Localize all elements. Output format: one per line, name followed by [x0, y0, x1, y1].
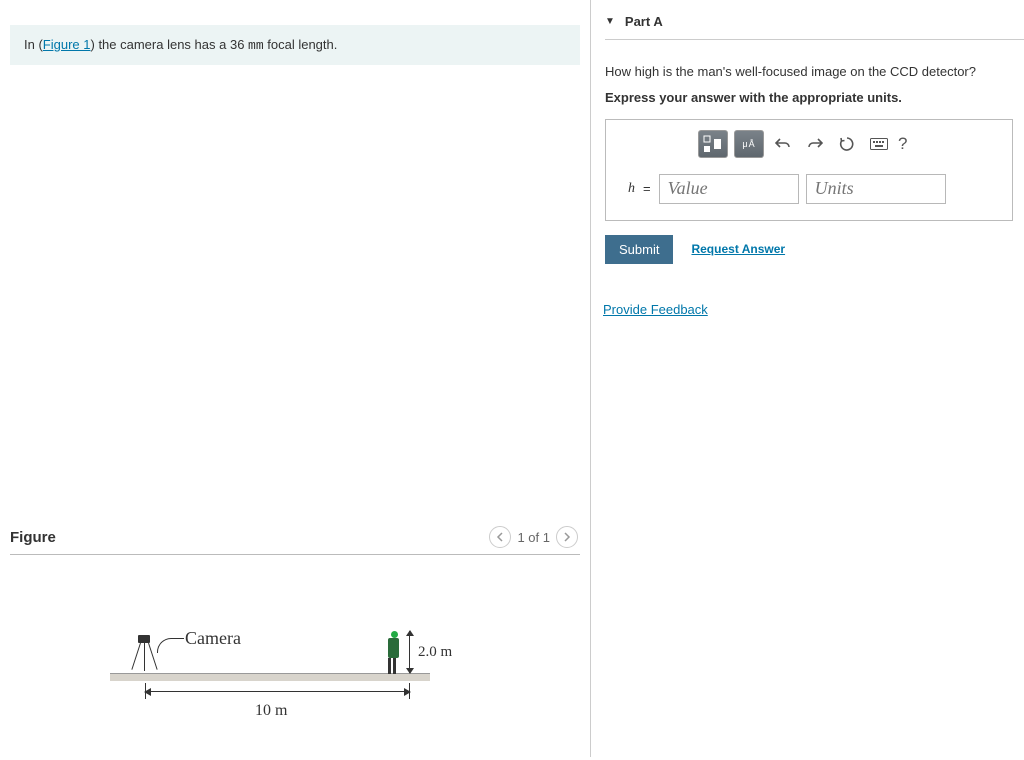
equation-toolbar: μÅ ? [606, 120, 1012, 164]
problem-text-prefix: In ( [24, 37, 43, 52]
answer-box: μÅ ? h = [605, 119, 1013, 221]
reset-icon [839, 136, 855, 152]
provide-feedback-link[interactable]: Provide Feedback [603, 302, 708, 317]
problem-unit: mm [248, 38, 264, 53]
distance-label: 10 m [255, 702, 287, 720]
problem-statement: In (Figure 1) the camera lens has a 36 m… [10, 25, 580, 65]
value-input[interactable] [659, 174, 799, 204]
keyboard-button[interactable] [866, 131, 892, 157]
ground-line [110, 673, 430, 681]
figure-diagram: Camera 10 m 2.0 m [10, 590, 580, 760]
instruction-text: Express your answer with the appropriate… [605, 90, 1024, 105]
help-button[interactable]: ? [898, 134, 920, 154]
figure-pagination: 1 of 1 [489, 526, 578, 548]
height-dimension [406, 631, 418, 673]
camera-label: Camera [185, 628, 241, 649]
equals-label: = [643, 181, 651, 196]
figure-title: Figure [10, 529, 56, 546]
answer-input-row: h = [606, 164, 1012, 220]
question-text: How high is the man's well-focused image… [605, 62, 1024, 82]
symbols-icon: μÅ [742, 139, 755, 149]
figure-header: Figure 1 of 1 [10, 520, 580, 555]
figure-link[interactable]: Figure 1 [43, 37, 91, 52]
reset-button[interactable] [834, 131, 860, 157]
collapse-icon: ▼ [605, 16, 615, 27]
chevron-right-icon [563, 532, 571, 542]
undo-icon [775, 137, 791, 151]
symbols-button[interactable]: μÅ [734, 130, 764, 158]
redo-button[interactable] [802, 131, 828, 157]
figure-prev-button[interactable] [489, 526, 511, 548]
units-input[interactable] [806, 174, 946, 204]
height-label: 2.0 m [418, 644, 452, 661]
part-label: Part A [625, 14, 663, 29]
request-answer-link[interactable]: Request Answer [691, 242, 785, 256]
variable-label: h [628, 181, 635, 197]
undo-button[interactable] [770, 131, 796, 157]
fraction-icon [703, 135, 723, 153]
problem-text-mid: ) the camera lens has a 36 [91, 37, 249, 52]
submit-button[interactable]: Submit [605, 235, 673, 264]
keyboard-icon [870, 138, 888, 150]
camera-icon [138, 635, 150, 643]
redo-icon [807, 137, 823, 151]
chevron-left-icon [496, 532, 504, 542]
figure-page-indicator: 1 of 1 [517, 530, 550, 545]
figure-next-button[interactable] [556, 526, 578, 548]
part-header[interactable]: ▼ Part A [605, 10, 1024, 40]
person-icon [388, 631, 399, 674]
submit-row: Submit Request Answer [605, 235, 1024, 264]
problem-text-suffix: focal length. [264, 37, 338, 52]
templates-button[interactable] [698, 130, 728, 158]
